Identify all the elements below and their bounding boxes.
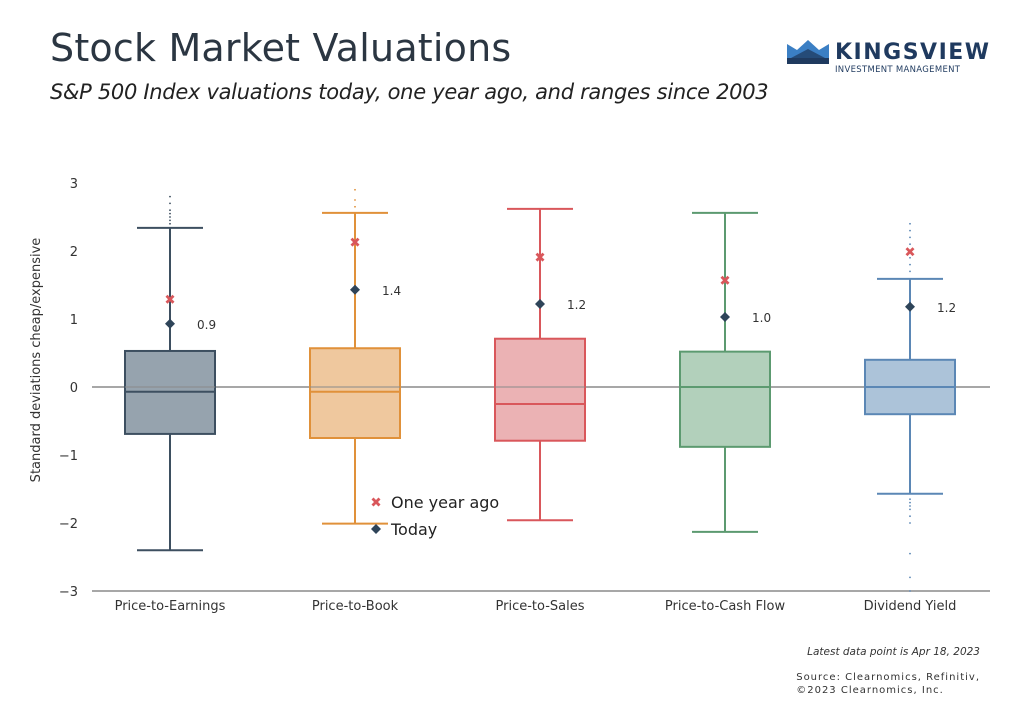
y-tick-label: 2 bbox=[70, 245, 78, 260]
source-line-2: ©2023 Clearnomics, Inc. bbox=[796, 685, 944, 696]
box-price-to-earnings: 0.9 bbox=[124, 195, 216, 552]
latest-data-note: Latest data point is Apr 18, 2023 bbox=[807, 646, 980, 658]
y-tick-label: 1 bbox=[70, 313, 78, 328]
legend-label-one-year-ago: One year ago bbox=[391, 493, 499, 512]
legend-item-one-year-ago: One year ago bbox=[371, 493, 499, 512]
one-year-ago-marker bbox=[535, 252, 545, 262]
outlier-point bbox=[169, 216, 171, 218]
outlier-point bbox=[169, 212, 171, 215]
outlier-point bbox=[909, 515, 911, 518]
logo-name: KINGSVIEW bbox=[835, 40, 991, 65]
box-price-to-sales: 1.2 bbox=[494, 207, 586, 522]
outlier-point bbox=[909, 256, 911, 259]
iqr-box bbox=[494, 337, 586, 442]
diamond-icon bbox=[371, 524, 381, 534]
today-marker bbox=[535, 299, 545, 310]
y-ticks: 3 2 1 0 −1 −2 −3 bbox=[59, 177, 78, 600]
source-line-1: Source: Clearnomics, Refinitiv, bbox=[796, 672, 980, 683]
legend-item-today: Today bbox=[371, 520, 437, 539]
legend-diamond-marker bbox=[371, 524, 381, 534]
x-tick-labels: Price-to-Earnings Price-to-Book Price-to-S… bbox=[115, 599, 957, 614]
today-value-label: 1.2 bbox=[937, 301, 956, 315]
box-price-to-book: 1.4 bbox=[309, 188, 401, 525]
boxes: 0.9 1.4 1.2 1.0 1.2 bbox=[124, 188, 956, 592]
outlier-point bbox=[909, 552, 911, 555]
outlier-point bbox=[909, 522, 911, 524]
today-marker bbox=[165, 318, 175, 329]
outlier-point bbox=[909, 243, 911, 246]
outlier-point bbox=[909, 229, 911, 232]
outlier-point bbox=[909, 236, 911, 239]
outlier-point bbox=[169, 222, 171, 225]
y-tick-label: 0 bbox=[70, 381, 78, 396]
outlier-point bbox=[909, 590, 911, 592]
one-year-ago-marker bbox=[165, 294, 175, 304]
x-icon bbox=[371, 497, 381, 507]
outlier-point bbox=[354, 205, 356, 208]
x-tick-label: Price-to-Earnings bbox=[115, 599, 226, 614]
outlier-point bbox=[909, 498, 911, 501]
outlier-point bbox=[169, 209, 171, 212]
legend: One year ago Today bbox=[371, 493, 499, 539]
outlier-point bbox=[909, 263, 911, 266]
outlier-point bbox=[909, 576, 911, 579]
source-note: Source: Clearnomics, Refinitiv, ©2023 Cl… bbox=[796, 671, 980, 697]
outlier-point bbox=[909, 508, 911, 511]
one-year-ago-marker bbox=[350, 237, 360, 247]
outlier-point bbox=[909, 222, 911, 225]
box-dividend-yield: 1.2 bbox=[864, 222, 956, 592]
kingsview-logo: KINGSVIEW INVESTMENT MANAGEMENT bbox=[787, 38, 989, 78]
outlier-point bbox=[909, 270, 911, 273]
chart-subtitle: S&P 500 Index valuations today, one year… bbox=[50, 80, 769, 104]
today-value-label: 1.0 bbox=[752, 311, 771, 325]
outlier-point bbox=[169, 202, 171, 205]
iqr-box bbox=[679, 350, 771, 448]
y-tick-label: 3 bbox=[70, 177, 78, 192]
today-value-label: 0.9 bbox=[197, 318, 216, 332]
x-tick-label: Price-to-Sales bbox=[496, 599, 585, 614]
iqr-box bbox=[309, 347, 401, 439]
outlier-point bbox=[169, 219, 171, 222]
today-marker bbox=[720, 311, 730, 322]
outlier-point bbox=[909, 501, 911, 504]
y-tick-label: −1 bbox=[59, 449, 78, 464]
x-tick-label: Dividend Yield bbox=[864, 599, 957, 614]
today-value-label: 1.4 bbox=[382, 284, 401, 298]
today-marker bbox=[350, 284, 360, 295]
box-price-to-cash-flow: 1.0 bbox=[679, 211, 771, 533]
today-value-label: 1.2 bbox=[567, 298, 586, 312]
crown-icon bbox=[787, 40, 829, 64]
outlier-point bbox=[354, 188, 356, 191]
one-year-ago-marker bbox=[905, 247, 915, 257]
x-tick-label: Price-to-Cash Flow bbox=[665, 599, 786, 614]
y-tick-label: −3 bbox=[59, 585, 78, 600]
one-year-ago-marker bbox=[720, 275, 730, 285]
chart-title: Stock Market Valuations bbox=[50, 26, 512, 70]
x-tick-label: Price-to-Book bbox=[312, 599, 399, 614]
y-tick-label: −2 bbox=[59, 517, 78, 532]
today-marker bbox=[905, 301, 915, 312]
outlier-point bbox=[909, 505, 911, 507]
legend-label-today: Today bbox=[390, 520, 437, 539]
y-axis-label: Standard deviations cheap/expensive bbox=[29, 238, 44, 483]
outlier-point bbox=[169, 195, 171, 198]
outlier-point bbox=[354, 199, 356, 201]
legend-x-marker bbox=[371, 497, 381, 507]
logo-tagline: INVESTMENT MANAGEMENT bbox=[835, 65, 961, 75]
